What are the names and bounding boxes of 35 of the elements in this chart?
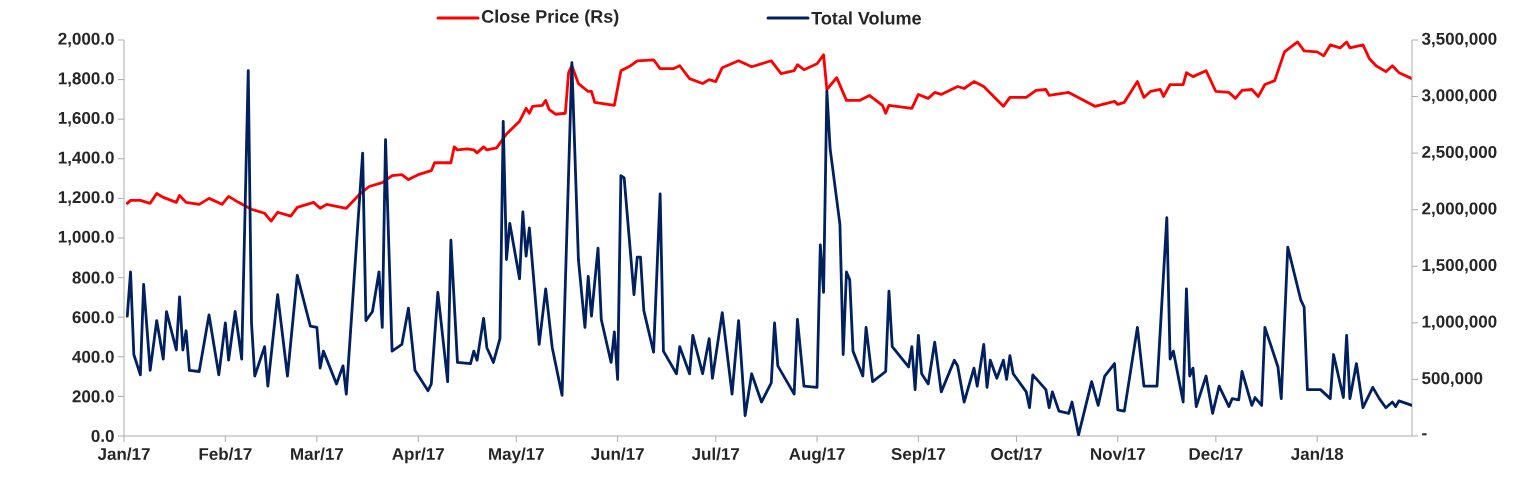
line-series bbox=[125, 40, 1412, 223]
x-tick-label: Jan/17 bbox=[97, 447, 150, 461]
y2-tick-label: 2,000,000 bbox=[1422, 202, 1497, 217]
y2-tick-label: 1,500,000 bbox=[1422, 259, 1497, 274]
y2-tick-label: 3,000,000 bbox=[1421, 89, 1497, 104]
legend-label: Close Price (Rs) bbox=[481, 9, 619, 27]
x-tick-label: Oct/17 bbox=[991, 447, 1042, 461]
x-tick-label: Mar/17 bbox=[291, 447, 344, 461]
y-tick-label: 1,600.0 bbox=[58, 111, 114, 127]
x-tick-label: Apr/17 bbox=[392, 447, 444, 464]
x-tick-label: Nov/17 bbox=[1091, 447, 1145, 461]
x-tick-label: Jun/17 bbox=[590, 447, 644, 461]
x-tick-label: Jan/18 bbox=[1290, 447, 1344, 461]
legend-label: Total Volume bbox=[811, 11, 921, 25]
x-tick-label: Aug/17 bbox=[789, 447, 845, 464]
x-tick-label: Jul/17 bbox=[691, 447, 740, 461]
y-tick-label: 800.0 bbox=[72, 271, 114, 284]
y-tick-label: 2,000.0 bbox=[58, 32, 114, 48]
x-tick-label: Dec/17 bbox=[1189, 447, 1243, 461]
y-tick-label: 400.0 bbox=[72, 350, 114, 363]
y-tick-label: 1,400.0 bbox=[58, 151, 114, 167]
x-tick-label: May/17 bbox=[489, 447, 544, 464]
x-tick-label: Feb/17 bbox=[199, 447, 252, 461]
y2-tick-label: 2,500,000 bbox=[1422, 145, 1497, 161]
y-tick-label: 0.0 bbox=[91, 429, 114, 443]
x-tick-label: Sep/17 bbox=[891, 447, 946, 464]
y-tick-label: 1,200.0 bbox=[58, 191, 114, 206]
y2-tick-label: 1,000,000 bbox=[1422, 315, 1497, 331]
y2-tick-label: - bbox=[1422, 433, 1427, 436]
y2-tick-label: 500,000 bbox=[1422, 372, 1483, 387]
y-tick-label: 600.0 bbox=[72, 311, 114, 324]
y2-tick-label: 3,500,000 bbox=[1421, 32, 1497, 48]
y-tick-label: 1,800.0 bbox=[58, 72, 114, 87]
y-tick-label: 1,000.0 bbox=[58, 230, 114, 246]
y-tick-label: 200.0 bbox=[72, 390, 114, 403]
